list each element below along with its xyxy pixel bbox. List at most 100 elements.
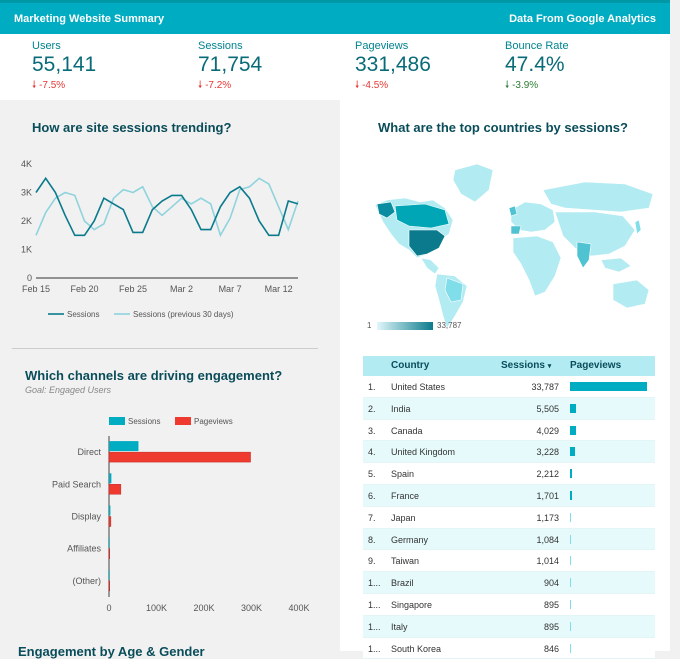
- table-row[interactable]: 1... Brazil 904: [363, 572, 655, 594]
- x-tick-label: 0: [106, 603, 111, 613]
- x-tick-label: Feb 20: [71, 284, 99, 294]
- bar-pageviews: [108, 484, 122, 495]
- bar-sessions: [109, 473, 112, 484]
- countries-table: Country Sessions ▾ Pageviews 1. United St…: [363, 356, 655, 659]
- table-row[interactable]: 1... South Korea 846: [363, 637, 655, 659]
- sessions-value: 1,701: [536, 490, 559, 501]
- row-index: 8.: [368, 534, 376, 545]
- x-tick-label: Mar 12: [265, 284, 293, 294]
- table-row[interactable]: 5. Spain 2,212: [363, 463, 655, 485]
- pageviews-bar: [570, 447, 575, 457]
- country-name: United States: [391, 382, 446, 392]
- kpi-delta: 🠗 -7.5%: [32, 80, 66, 91]
- pageviews-bar: [570, 578, 571, 588]
- category-label: Paid Search: [52, 479, 101, 489]
- sessions-value: 895: [543, 621, 559, 632]
- bar-sessions: [109, 569, 110, 580]
- row-index: 2.: [368, 403, 376, 414]
- sessions-value: 846: [543, 643, 559, 654]
- table-header: Country Sessions ▾ Pageviews: [363, 356, 655, 376]
- x-tick-label: 400K: [288, 603, 309, 613]
- row-index: 4.: [368, 447, 376, 458]
- kpi-value: 55,141: [32, 53, 97, 76]
- map-region-se-asia: [600, 257, 632, 273]
- row-index: 1...: [368, 643, 381, 654]
- legend-swatch-sessions: [109, 417, 125, 425]
- map-scale-min: 1: [367, 321, 372, 330]
- table-row[interactable]: 1. United States 33,787: [363, 376, 655, 398]
- bar-sessions: [109, 441, 139, 452]
- kpi-sessions[interactable]: Sessions 71,754 🠗 -7.2%: [198, 40, 262, 95]
- report-header: Marketing Website Summary Data From Goog…: [0, 0, 670, 34]
- table-row[interactable]: 9. Taiwan 1,014: [363, 550, 655, 573]
- map-region-japan: [634, 219, 642, 235]
- category-label: Affiliates: [67, 544, 101, 554]
- sessions-value: 4,029: [536, 425, 559, 436]
- pageviews-bar: [570, 643, 571, 653]
- country-name: France: [391, 490, 420, 501]
- channels-bar-chart[interactable]: Sessions Pageviews Direct Paid Search Displa…: [20, 408, 330, 620]
- legend-label-sessions: Sessions: [128, 417, 160, 426]
- sessions-value: 1,084: [536, 534, 559, 545]
- x-tick-label: 100K: [146, 603, 167, 613]
- map-scale-max: 33,787: [437, 321, 462, 330]
- row-index: 1...: [368, 621, 381, 632]
- map-region-spain: [510, 225, 522, 235]
- map-region-brazil: [444, 277, 464, 303]
- map-region-india: [576, 241, 592, 269]
- y-tick-label: 2K: [21, 216, 32, 226]
- pageviews-bar: [570, 490, 573, 500]
- bar-pageviews: [108, 516, 112, 527]
- country-name: United Kingdom: [391, 447, 456, 458]
- sessions-value: 1,173: [536, 512, 559, 523]
- country-name: Taiwan: [391, 556, 420, 567]
- data-source-label: Data From Google Analytics: [509, 13, 656, 25]
- kpi-delta: 🠗 -4.5%: [355, 80, 389, 91]
- sessions-value: 5,505: [536, 403, 559, 414]
- sessions-value: 3,228: [536, 447, 559, 458]
- pageviews-bar: [570, 512, 572, 522]
- category-label: Display: [71, 512, 101, 522]
- column-header-country[interactable]: Country: [391, 360, 430, 371]
- map-region-alaska: [376, 201, 396, 219]
- column-header-sessions[interactable]: Sessions ▾: [501, 360, 552, 371]
- table-row[interactable]: 4. United Kingdom 3,228: [363, 441, 655, 464]
- kpi-users[interactable]: Users 55,141 🠗 -7.5%: [32, 40, 96, 95]
- trend-chart-title: How are site sessions trending?: [32, 120, 232, 135]
- country-name: Italy: [391, 621, 408, 632]
- pageviews-bar: [570, 469, 573, 479]
- map-region-canada: [394, 203, 450, 229]
- map-region-asia: [554, 211, 636, 257]
- sessions-value: 33,787: [531, 382, 559, 392]
- section-divider: [12, 348, 318, 349]
- legend-label-previous: Sessions (previous 30 days): [133, 310, 234, 319]
- kpi-value: 331,486: [355, 53, 431, 76]
- column-header-pageviews[interactable]: Pageviews: [570, 360, 622, 371]
- kpi-delta: 🠗 -7.2%: [198, 80, 232, 91]
- country-name: Brazil: [391, 578, 414, 589]
- map-region-uk: [508, 205, 518, 217]
- table-row[interactable]: 6. France 1,701: [363, 484, 655, 507]
- sessions-trend-chart[interactable]: 0 1K 2K 3K 4K Feb 15 Feb 20 Feb 25 Mar 2 Mar 7 Mar…: [12, 150, 322, 330]
- kpi-label: Pageviews: [355, 40, 409, 52]
- table-row[interactable]: 1... Italy 895: [363, 615, 655, 638]
- sessions-value: 904: [543, 578, 559, 589]
- map-region-central-america: [420, 257, 440, 275]
- pageviews-bar: [570, 425, 577, 435]
- kpi-pageviews[interactable]: Pageviews 331,486 🠗 -4.5%: [355, 40, 431, 95]
- table-row[interactable]: 7. Japan 1,173: [363, 506, 655, 529]
- table-row[interactable]: 2. India 5,505: [363, 397, 655, 420]
- world-geo-map[interactable]: [365, 150, 660, 330]
- map-region-greenland: [452, 163, 494, 203]
- kpi-bounce-rate[interactable]: Bounce Rate 47.4% 🠗 -3.9%: [505, 40, 569, 95]
- pageviews-bar: [570, 556, 572, 566]
- table-row[interactable]: 1... Singapore 895: [363, 593, 655, 616]
- table-row[interactable]: 8. Germany 1,084: [363, 528, 655, 551]
- table-row[interactable]: 3. Canada 4,029: [363, 419, 655, 442]
- kpi-value: 71,754: [198, 53, 263, 76]
- bar-pageviews: [108, 548, 111, 559]
- x-tick-label: 300K: [241, 603, 262, 613]
- row-index: 3.: [368, 425, 376, 436]
- channels-chart-title: Which channels are driving engagement?: [25, 368, 283, 383]
- channels-chart-subtitle: Goal: Engaged Users: [25, 385, 112, 395]
